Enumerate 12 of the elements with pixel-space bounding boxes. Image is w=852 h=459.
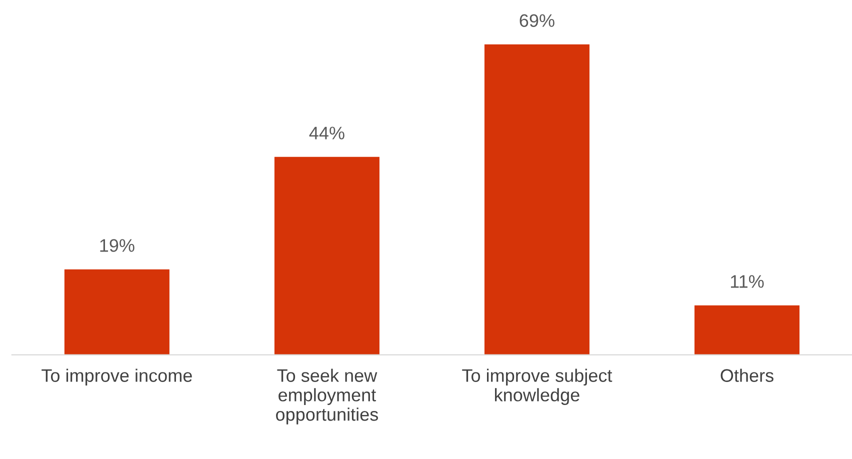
data-label: 11% — [730, 275, 764, 288]
bar — [64, 269, 170, 355]
data-label: 44% — [309, 126, 344, 140]
x-tick-label: Others — [720, 368, 774, 382]
bar — [484, 44, 590, 355]
x-tick-label: To improve income — [42, 368, 192, 386]
bar — [274, 156, 380, 355]
bar — [694, 305, 800, 355]
data-label: 19% — [100, 239, 134, 252]
x-tick-label: To improve subject knowledge — [462, 368, 612, 405]
data-label: 69% — [520, 14, 554, 27]
x-tick-label: To seek new employment opportunities — [276, 368, 378, 424]
